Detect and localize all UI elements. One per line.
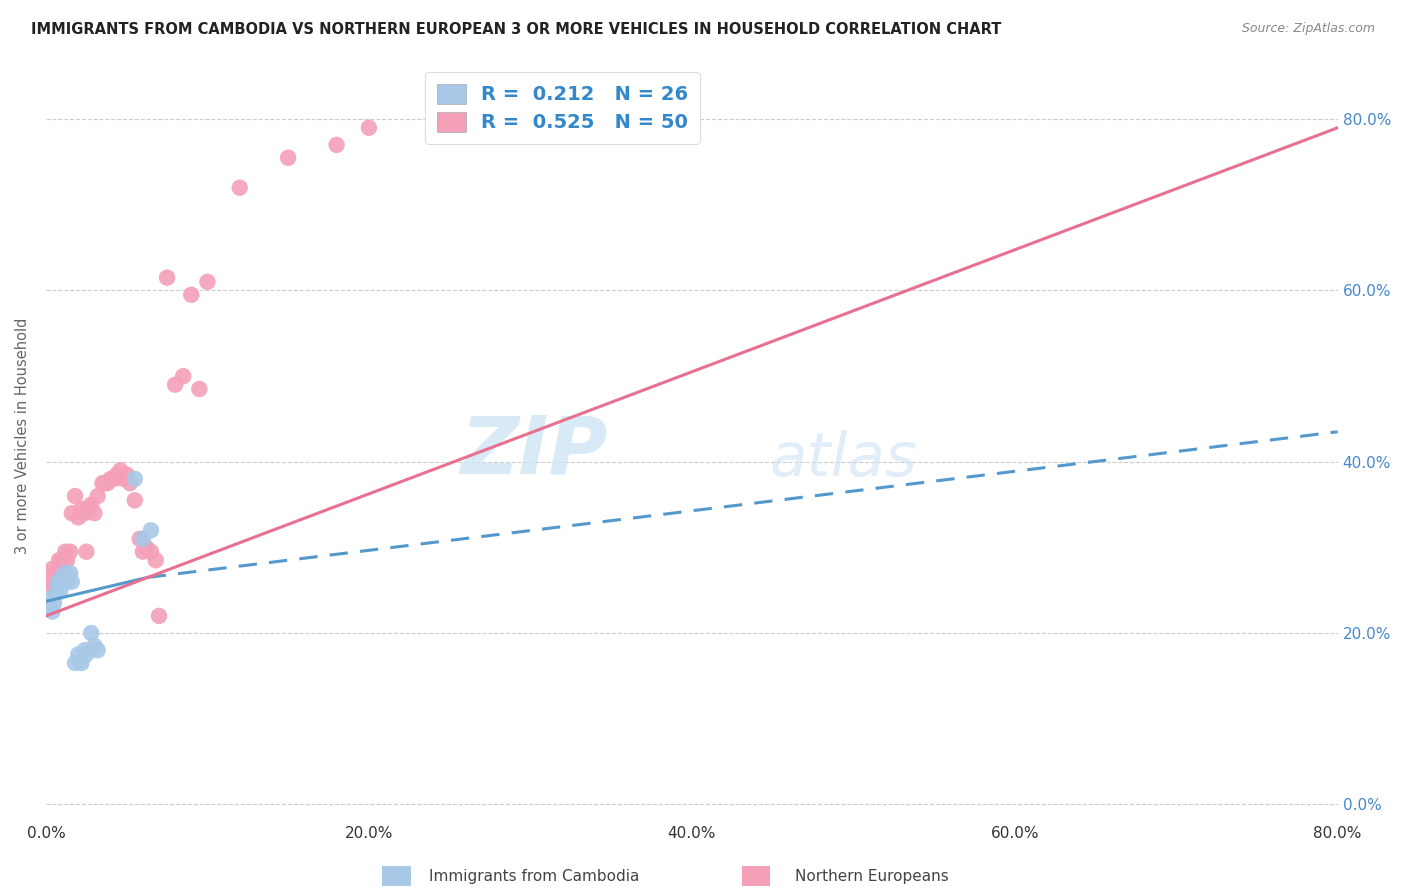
Point	[38, 579, 60, 593]
Point	[165, 377, 187, 392]
Text: Source: ZipAtlas.com: Source: ZipAtlas.com	[1241, 22, 1375, 36]
Point	[103, 472, 125, 486]
Point	[48, 553, 70, 567]
Point	[357, 120, 380, 135]
Text: Immigrants from Cambodia: Immigrants from Cambodia	[429, 870, 640, 884]
Point	[145, 553, 167, 567]
Text: Northern Europeans: Northern Europeans	[794, 870, 949, 884]
Point	[156, 270, 179, 285]
Point	[124, 472, 146, 486]
Text: IMMIGRANTS FROM CAMBODIA VS NORTHERN EUROPEAN 3 OR MORE VEHICLES IN HOUSEHOLD CO: IMMIGRANTS FROM CAMBODIA VS NORTHERN EUR…	[31, 22, 1001, 37]
Point	[42, 596, 65, 610]
Point	[38, 600, 60, 615]
Point	[59, 544, 82, 558]
Point	[93, 476, 115, 491]
Point	[42, 566, 65, 580]
Point	[51, 553, 73, 567]
Point	[80, 626, 103, 640]
Point	[56, 574, 79, 589]
Point	[73, 643, 96, 657]
Text: ZIP: ZIP	[461, 412, 607, 491]
Point	[39, 574, 62, 589]
Point	[86, 643, 108, 657]
Point	[118, 476, 141, 491]
Point	[39, 591, 62, 606]
Point	[115, 467, 138, 482]
Point	[48, 574, 70, 589]
Point	[77, 501, 100, 516]
Y-axis label: 3 or more Vehicles in Household: 3 or more Vehicles in Household	[15, 318, 30, 554]
Point	[52, 570, 75, 584]
Point	[75, 648, 97, 662]
Point	[83, 506, 105, 520]
Point	[46, 579, 69, 593]
Point	[139, 544, 162, 558]
Point	[56, 553, 79, 567]
Point	[46, 566, 69, 580]
Point	[197, 275, 219, 289]
Point	[51, 570, 73, 584]
Point	[124, 493, 146, 508]
Point	[172, 369, 194, 384]
Point	[58, 570, 80, 584]
Point	[80, 498, 103, 512]
Point	[41, 562, 63, 576]
Point	[86, 489, 108, 503]
Point	[63, 489, 86, 503]
Point	[128, 532, 150, 546]
Point	[52, 553, 75, 567]
Point	[135, 541, 157, 555]
Point	[105, 467, 128, 482]
Point	[49, 570, 72, 584]
Point	[45, 574, 67, 589]
Point	[277, 151, 299, 165]
Point	[60, 506, 83, 520]
Point	[73, 506, 96, 520]
Point	[139, 523, 162, 537]
Point	[91, 476, 114, 491]
Point	[110, 463, 132, 477]
Point	[132, 532, 155, 546]
Point	[148, 608, 170, 623]
Point	[83, 639, 105, 653]
Point	[188, 382, 211, 396]
Point	[96, 476, 118, 491]
Point	[60, 574, 83, 589]
Text: atlas: atlas	[769, 430, 917, 489]
Point	[70, 656, 93, 670]
Point	[53, 544, 76, 558]
Point	[53, 566, 76, 580]
Point	[100, 472, 122, 486]
Point	[75, 544, 97, 558]
Point	[45, 587, 67, 601]
Point	[180, 287, 202, 301]
Point	[67, 510, 90, 524]
Point	[67, 648, 90, 662]
Point	[70, 501, 93, 516]
Point	[41, 605, 63, 619]
Point	[59, 566, 82, 580]
Point	[112, 472, 135, 486]
Point	[132, 544, 155, 558]
Point	[49, 583, 72, 598]
Legend: R =  0.212   N = 26, R =  0.525   N = 50: R = 0.212 N = 26, R = 0.525 N = 50	[425, 72, 700, 145]
Point	[325, 137, 347, 152]
Point	[63, 656, 86, 670]
Point	[228, 180, 250, 194]
